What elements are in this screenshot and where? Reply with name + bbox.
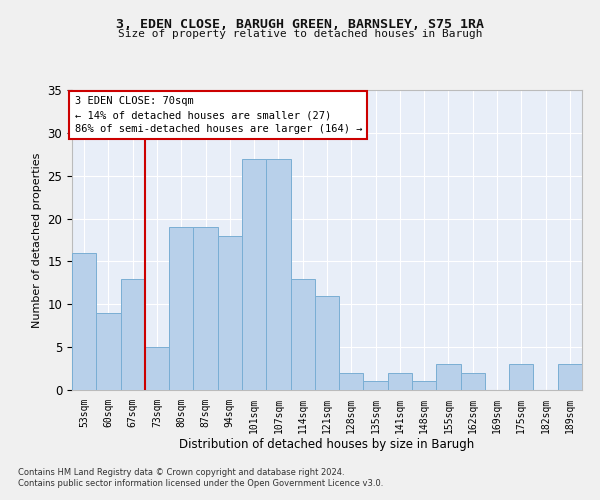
Bar [169, 227, 193, 390]
Bar [72, 253, 96, 390]
Bar [461, 373, 485, 390]
Y-axis label: Number of detached properties: Number of detached properties [32, 152, 42, 328]
Text: 3, EDEN CLOSE, BARUGH GREEN, BARNSLEY, S75 1RA: 3, EDEN CLOSE, BARUGH GREEN, BARNSLEY, S… [116, 18, 484, 30]
Bar [266, 158, 290, 390]
Bar [218, 236, 242, 390]
Bar [388, 373, 412, 390]
Bar [290, 278, 315, 390]
Bar [509, 364, 533, 390]
Bar [96, 313, 121, 390]
Bar [558, 364, 582, 390]
Bar [315, 296, 339, 390]
Text: 3 EDEN CLOSE: 70sqm
← 14% of detached houses are smaller (27)
86% of semi-detach: 3 EDEN CLOSE: 70sqm ← 14% of detached ho… [74, 96, 362, 134]
Bar [121, 278, 145, 390]
Bar [436, 364, 461, 390]
Bar [364, 382, 388, 390]
X-axis label: Distribution of detached houses by size in Barugh: Distribution of detached houses by size … [179, 438, 475, 452]
Bar [339, 373, 364, 390]
Bar [145, 347, 169, 390]
Text: Size of property relative to detached houses in Barugh: Size of property relative to detached ho… [118, 29, 482, 39]
Bar [412, 382, 436, 390]
Text: Contains HM Land Registry data © Crown copyright and database right 2024.
Contai: Contains HM Land Registry data © Crown c… [18, 468, 383, 487]
Bar [193, 227, 218, 390]
Bar [242, 158, 266, 390]
